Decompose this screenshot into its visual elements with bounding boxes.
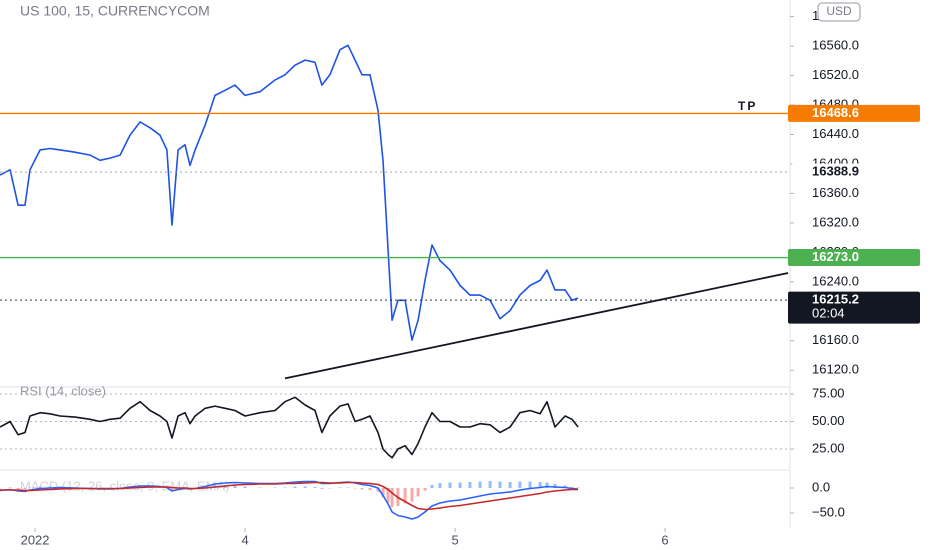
histogram-bar bbox=[430, 485, 434, 488]
histogram-bar bbox=[338, 487, 342, 488]
histogram-bar bbox=[545, 482, 549, 488]
histogram-bar bbox=[0, 488, 2, 489]
x-tick-label: 6 bbox=[661, 532, 668, 547]
series-line bbox=[0, 481, 579, 511]
tp-annotation: TP bbox=[738, 99, 757, 113]
y-tick-label: 16560.0 bbox=[812, 37, 859, 52]
pane: 16120.016160.016200.016240.016280.016320… bbox=[0, 8, 920, 380]
histogram-bar bbox=[360, 488, 364, 490]
y-tick-label: 16160.0 bbox=[812, 332, 859, 347]
currency-label[interactable]: USD bbox=[826, 4, 852, 18]
histogram-bar bbox=[368, 488, 372, 490]
histogram-bar bbox=[320, 488, 324, 489]
trend-line bbox=[284, 272, 789, 380]
price-label: 16468.6 bbox=[812, 105, 859, 120]
y-tick-label: 16120.0 bbox=[812, 362, 859, 377]
histogram-bar bbox=[553, 484, 557, 488]
rsi-title: RSI (14, close) bbox=[20, 383, 106, 398]
histogram-bar bbox=[386, 488, 390, 503]
histogram-bar bbox=[283, 487, 287, 488]
histogram-bar bbox=[458, 482, 462, 488]
histogram-bar bbox=[508, 482, 512, 488]
pane: −50.0 0.0 2022 4 5 6 bbox=[0, 479, 845, 547]
histogram-bar bbox=[233, 485, 237, 488]
price-label: 16388.9 bbox=[812, 164, 859, 179]
series-line bbox=[0, 44, 579, 341]
histogram-bar bbox=[23, 488, 27, 489]
histogram-bar bbox=[293, 486, 297, 488]
histogram-bar bbox=[346, 487, 350, 488]
histogram-bar bbox=[528, 481, 532, 488]
histogram-bar bbox=[576, 487, 580, 488]
histogram-bar bbox=[170, 488, 174, 492]
x-tick-label: 2022 bbox=[21, 532, 50, 547]
histogram-bar bbox=[468, 482, 472, 488]
histogram-bar bbox=[353, 488, 357, 489]
histogram-bar bbox=[488, 481, 492, 488]
histogram-bar bbox=[258, 487, 262, 488]
y-tick-label: 16320.0 bbox=[812, 214, 859, 229]
histogram-bar bbox=[313, 487, 317, 488]
y-tick-label: 16360.0 bbox=[812, 185, 859, 200]
series-line bbox=[0, 396, 579, 459]
price-label: 16215.2 bbox=[812, 292, 859, 307]
macd-title: MACD (12, 26, close, 9, EMA, EMA) bbox=[20, 478, 230, 493]
y-tick-label: 16240.0 bbox=[812, 273, 859, 288]
histogram-bar bbox=[570, 487, 574, 488]
histogram-bar bbox=[448, 482, 452, 488]
y-tick-label: −50.0 bbox=[812, 504, 845, 519]
histogram-bar bbox=[273, 487, 277, 488]
histogram-bar bbox=[410, 488, 414, 502]
currency-button[interactable] bbox=[817, 2, 861, 22]
y-tick-label: 16440.0 bbox=[812, 126, 859, 141]
histogram-bar bbox=[28, 487, 32, 488]
histogram-bar bbox=[381, 488, 385, 497]
y-tick-label: 25.00 bbox=[812, 440, 845, 455]
histogram-bar bbox=[38, 486, 42, 488]
histogram-bar bbox=[518, 481, 522, 488]
symbol-title: US 100, 15, CURRENCYCOM bbox=[20, 3, 210, 19]
histogram-bar bbox=[8, 487, 12, 488]
x-tick-label: 4 bbox=[241, 532, 248, 547]
price-label-box bbox=[788, 249, 920, 267]
price-label-box bbox=[788, 291, 920, 324]
y-tick-label: 50.00 bbox=[812, 413, 845, 428]
histogram-bar bbox=[438, 483, 442, 488]
histogram-bar bbox=[16, 488, 20, 489]
price-label: 16273.0 bbox=[812, 249, 859, 264]
histogram-bar bbox=[376, 488, 380, 492]
y-tick-label: 16520.0 bbox=[812, 67, 859, 82]
histogram-bar bbox=[498, 481, 502, 488]
histogram-bar bbox=[478, 481, 482, 488]
price-label-box bbox=[792, 163, 920, 181]
countdown-label: 02:04 bbox=[812, 306, 845, 321]
histogram-bar bbox=[423, 488, 427, 491]
histogram-bar bbox=[390, 488, 394, 507]
histogram-bar bbox=[403, 488, 407, 504]
y-tick-label: 0.0 bbox=[812, 479, 830, 494]
y-tick-label: 75.00 bbox=[812, 385, 845, 400]
histogram-bar bbox=[243, 486, 247, 488]
histogram-bar bbox=[328, 488, 332, 489]
pane: 25.00 50.00 75.00 bbox=[0, 385, 845, 459]
x-tick-label: 5 bbox=[451, 532, 458, 547]
price-label-box bbox=[788, 104, 920, 122]
histogram-bar bbox=[303, 486, 307, 488]
histogram-bar bbox=[416, 488, 420, 497]
histogram-bar bbox=[538, 482, 542, 488]
